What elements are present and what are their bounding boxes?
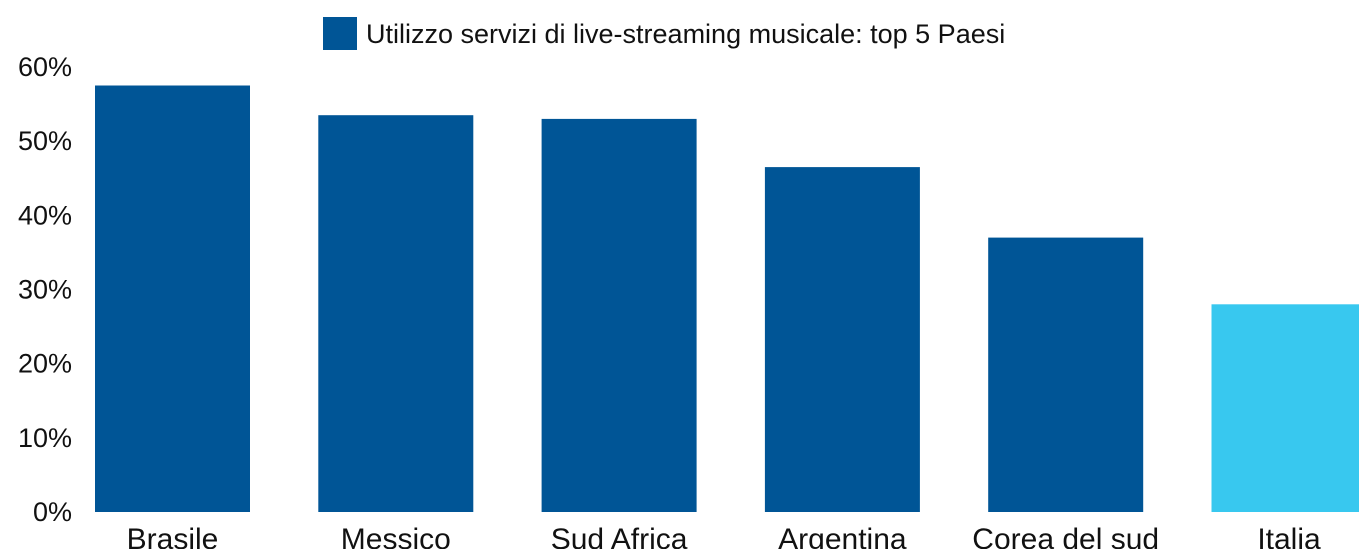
x-tick-label: Italia [1257, 523, 1321, 549]
y-tick-label: 10% [18, 423, 72, 453]
y-tick-label: 20% [18, 349, 72, 379]
legend: Utilizzo servizi di live-streaming music… [323, 17, 1005, 50]
bars [95, 85, 1359, 513]
x-tick-label: Argentina [778, 523, 907, 549]
y-tick-label: 30% [18, 275, 72, 305]
y-tick-label: 40% [18, 200, 72, 230]
x-tick-label: Corea del sud [972, 523, 1159, 549]
x-axis-labels: Brasile Messico Sud Africa Argentina Corea d… [127, 523, 1321, 549]
bar-corea-del-sud [988, 237, 1144, 512]
bar-brasile [95, 85, 250, 512]
legend-label: Utilizzo servizi di live-streaming music… [366, 19, 1005, 49]
y-tick-label: 50% [18, 126, 72, 156]
y-axis-ticks: 0% 10% 20% 30% 40% 50% 60% [18, 52, 72, 527]
bar-messico [318, 115, 474, 512]
bar-italia [1211, 304, 1359, 512]
x-tick-label: Messico [341, 523, 451, 549]
x-tick-label: Sud Africa [551, 523, 688, 549]
x-tick-label: Brasile [127, 523, 219, 549]
bar-argentina [764, 167, 920, 512]
bar-sud-africa [541, 118, 697, 513]
legend-swatch [323, 17, 357, 50]
y-tick-label: 0% [33, 497, 72, 527]
y-tick-label: 60% [18, 52, 72, 82]
